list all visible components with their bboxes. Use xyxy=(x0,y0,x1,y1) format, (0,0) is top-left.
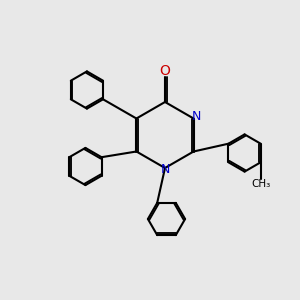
Text: CH₃: CH₃ xyxy=(251,179,270,189)
Text: O: O xyxy=(160,64,170,78)
Text: N: N xyxy=(192,110,201,124)
Text: N: N xyxy=(160,163,170,176)
